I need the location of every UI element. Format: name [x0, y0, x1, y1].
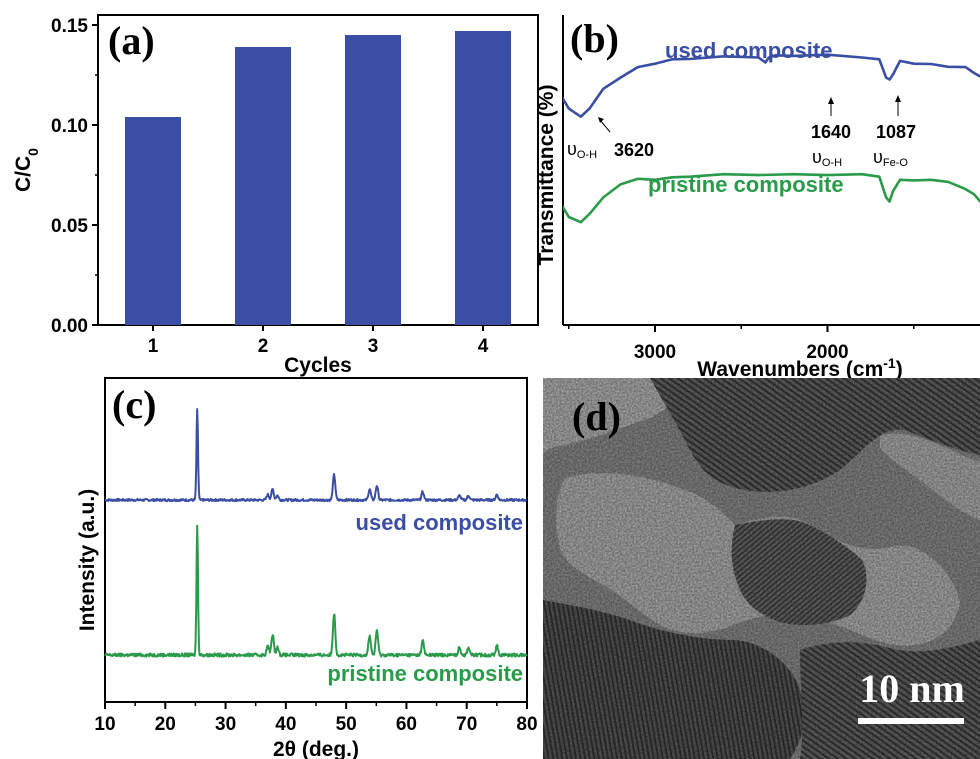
- x-tick-label: 3: [368, 336, 379, 357]
- panel-b-xlabel-sup: -1: [883, 355, 896, 371]
- panel-b-ylabel: Transmittance (%): [535, 85, 558, 266]
- panel-a-bar-chart: 0.00 0.05 0.10 0.15 1 2 3 4 (a) Cycles C/C0: [12, 14, 539, 377]
- annotation-1087: 1087 υFe-O: [873, 95, 916, 169]
- annotation-1640-sub: O-H: [822, 157, 842, 169]
- x-tick-label: 40: [275, 714, 296, 735]
- annotation-3620-sub: O-H: [577, 149, 597, 161]
- annotation-1640-prefix: υ: [812, 147, 822, 167]
- y-tick-label: 0.00: [51, 316, 88, 337]
- annotation-1087-prefix: υ: [873, 147, 883, 167]
- panel-c-pristine-label: pristine composite: [327, 661, 523, 686]
- panel-b-xlabel-end: ): [896, 358, 903, 381]
- x-tick-label: 10: [94, 714, 115, 735]
- x-tick-label: 3000: [634, 342, 676, 363]
- annotation-3620: υO-H 3620: [567, 117, 654, 161]
- annotation-1640: 1640 υO-H: [811, 97, 851, 169]
- panel-b-xlabel: Wavenumbers (cm-1): [697, 355, 902, 381]
- bar-cycle-2: [235, 47, 291, 325]
- panel-b-xlabel-main: Wavenumbers (cm: [697, 358, 883, 381]
- bar-cycle-4: [455, 31, 511, 325]
- panel-c-used-label: used composite: [356, 510, 523, 535]
- bar-cycle-1: [125, 117, 181, 325]
- ftir-line-used: [563, 53, 980, 118]
- annotation-3620-arrow: [599, 119, 611, 133]
- panel-b-pristine-label: pristine composite: [648, 172, 844, 197]
- y-tick-label: 0.05: [51, 216, 88, 237]
- x-tick-label: 50: [336, 714, 357, 735]
- panel-c-xrd: 10 20 30 40 50 60 70 80 (c) used composite pris…: [76, 377, 538, 759]
- x-tick-label: 20: [155, 714, 176, 735]
- scale-bar: [858, 718, 964, 724]
- bar-cycle-3: [345, 35, 401, 325]
- panel-b-letter: (b): [570, 16, 619, 61]
- ftir-line-pristine: [563, 172, 980, 224]
- panel-b-used-label: used composite: [665, 38, 832, 63]
- annotation-1087-value: 1087: [876, 122, 916, 142]
- annotation-1640-arrowhead: [828, 97, 834, 104]
- annotation-3620-value: 3620: [614, 140, 654, 160]
- panel-d-tem-image: (d) 10 nm: [543, 378, 980, 759]
- annotation-3620-mode: υO-H: [567, 139, 597, 161]
- panel-a-ylabel: C/C0: [12, 148, 41, 192]
- panel-a-frame: [97, 14, 539, 326]
- xrd-line-used: [104, 408, 528, 503]
- xrd-line-pristine: [104, 524, 528, 658]
- annotation-1640-mode: υO-H: [812, 147, 842, 169]
- scale-bar-label: 10 nm: [859, 666, 965, 711]
- annotation-1087-sub: Fe-O: [883, 157, 909, 169]
- tem-noise-overlay: [543, 378, 980, 759]
- panel-a-xlabel: Cycles: [284, 354, 352, 377]
- x-tick-label: 80: [516, 714, 537, 735]
- annotation-3620-arrowhead: [598, 117, 604, 123]
- panel-a-letter: (a): [108, 18, 155, 63]
- y-tick-label: 0.15: [51, 16, 88, 37]
- panel-c-letter: (c): [112, 382, 156, 427]
- annotation-1087-arrowhead: [895, 95, 901, 102]
- panel-a-ylabel-main: C/C: [12, 156, 35, 192]
- panel-c-ylabel: Intensity (a.u.): [76, 489, 99, 631]
- annotation-1640-value: 1640: [811, 122, 851, 142]
- x-tick-label: 30: [215, 714, 236, 735]
- panel-c-xlabel: 2θ (deg.): [273, 738, 359, 759]
- x-tick-label: 2: [258, 336, 269, 357]
- annotation-1087-mode: υFe-O: [873, 147, 908, 169]
- x-tick-label: 1000: [979, 342, 980, 363]
- panel-b-ftir: 3000 2000 1000 (b) used composite pristine…: [535, 15, 980, 381]
- panel-a-ylabel-sub: 0: [25, 148, 41, 156]
- y-tick-label: 0.10: [51, 116, 88, 137]
- x-tick-label: 70: [456, 714, 477, 735]
- x-tick-label: 1: [148, 336, 159, 357]
- x-tick-label: 2000: [806, 342, 848, 363]
- x-tick-label: 60: [396, 714, 417, 735]
- annotation-3620-prefix: υ: [567, 139, 577, 159]
- x-tick-label: 4: [478, 336, 489, 357]
- panel-d-letter: (d): [572, 394, 621, 439]
